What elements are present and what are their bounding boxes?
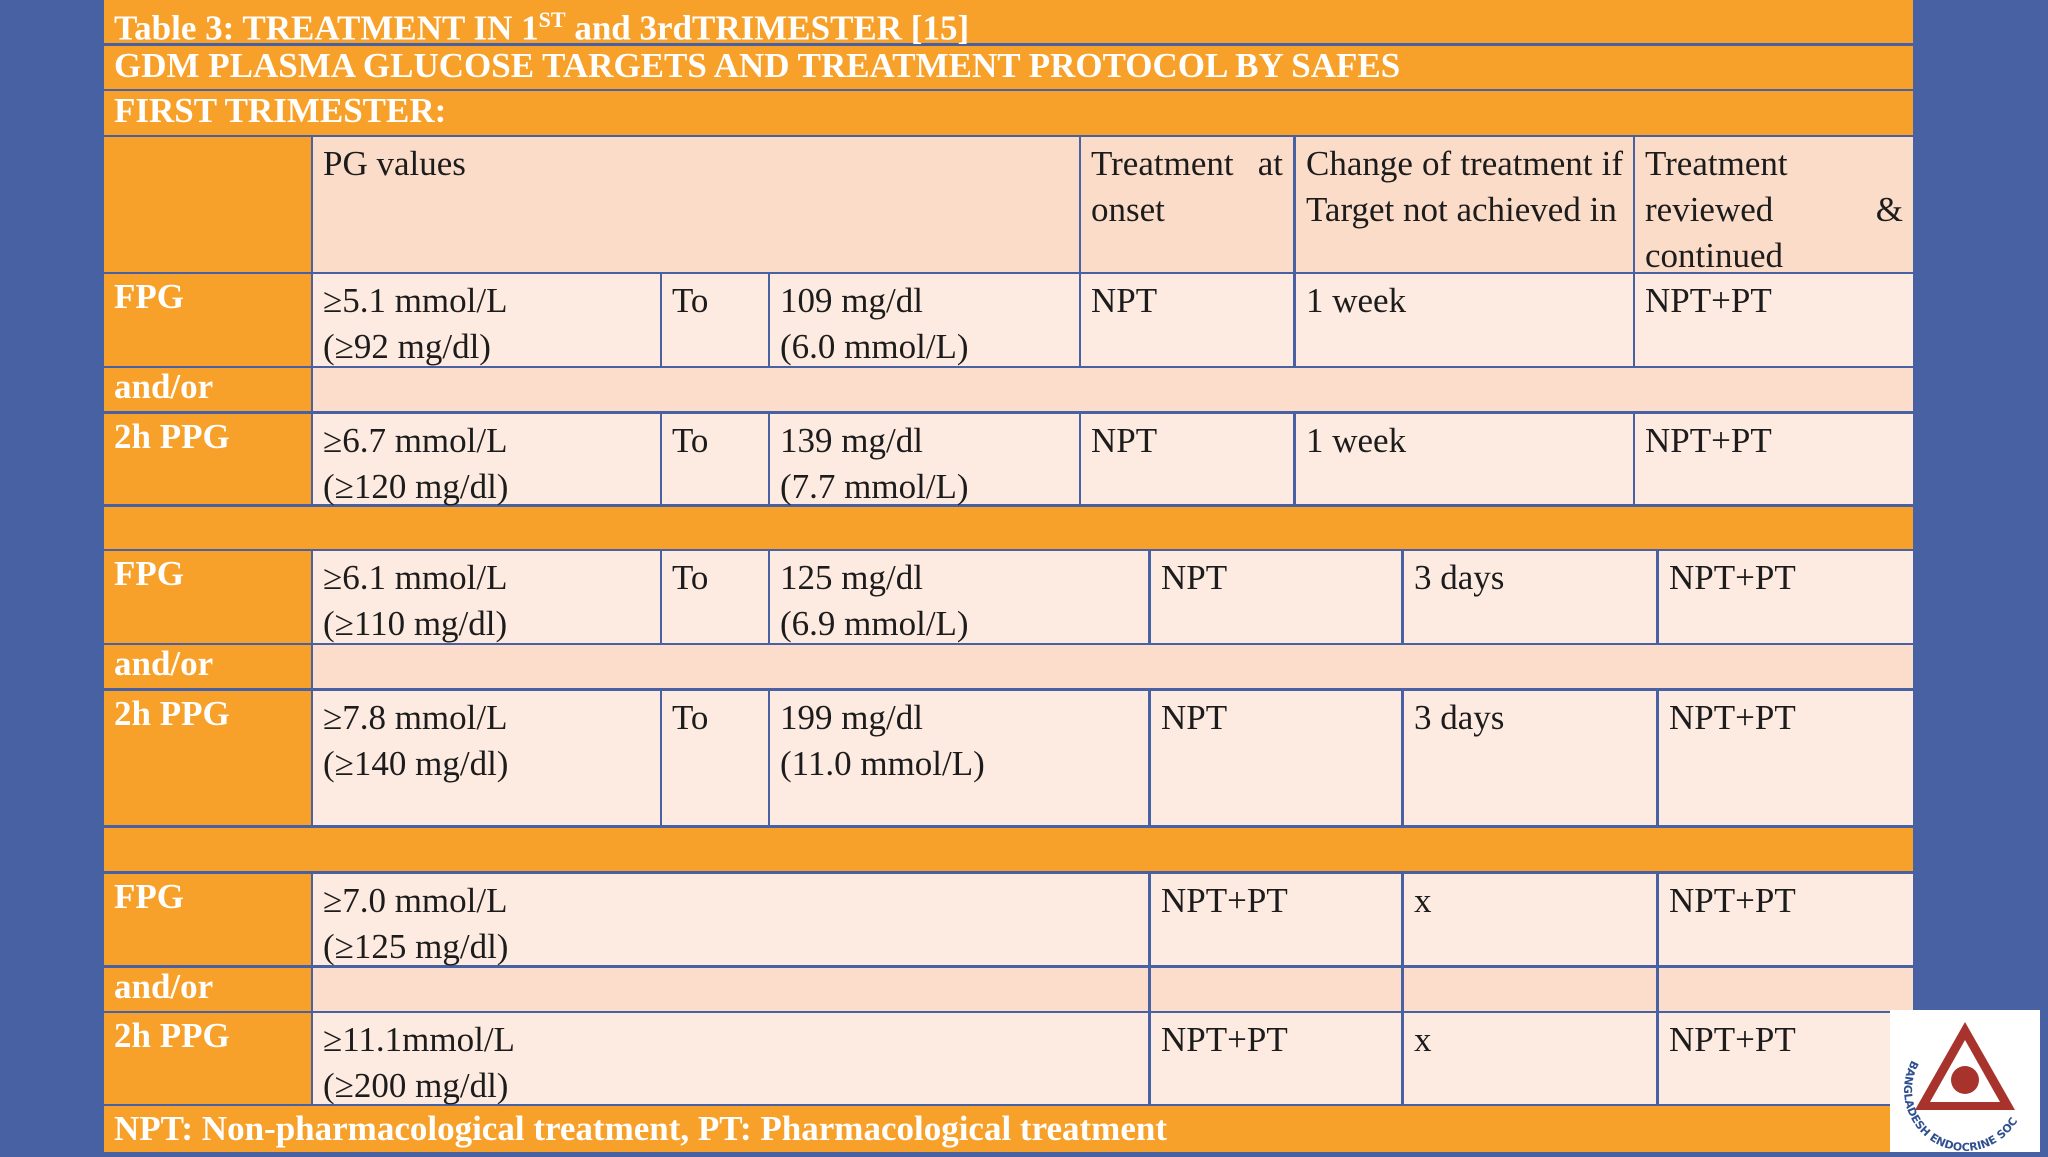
title: Table 3: TREATMENT IN 1ST and 3rdTRIMEST… [104,0,1913,48]
data-cell: ≥6.7 mmol/L (≥120 mg/dl) [313,414,660,506]
empty-cell [313,645,1913,688]
cell-line: (11.0 mmol/L) [780,744,985,783]
cell-line: (≥140 mg/dl) [323,744,509,783]
data-cell: 3 days [1404,691,1656,825]
header-cell: PG values [313,137,1079,272]
header-cell: Treatment at onset [1081,137,1293,272]
data-cell: NPT+PT [1635,414,1913,504]
data-cell: ≥11.1mmol/L (≥200 mg/dl) [313,1013,1148,1105]
title-text: Table 3: TREATMENT IN 1 [114,8,539,48]
footnote: NPT: Non-pharmacological treatment, PT: … [104,1106,1890,1152]
logo-graphic: BANGLADESH ENDOCRINE SOCIETY [1885,1000,2020,1154]
data-cell: NPT+PT [1659,551,1913,643]
title-text: and 3rdTRIMESTER [15] [565,8,970,48]
data-cell: To [662,551,768,643]
row-label: and/or [104,368,311,411]
row-label: 2h PPG [104,1013,311,1104]
data-cell: ≥6.1 mmol/L (≥110 mg/dl) [313,551,660,643]
data-cell: 199 mg/dl (11.0 mmol/L) [770,691,1148,825]
header-label-cell [104,137,311,272]
data-cell: x [1404,1013,1656,1104]
cell-line: ≥7.8 mmol/L [323,698,508,737]
data-cell: NPT+PT [1151,874,1401,965]
data-cell: To [662,274,768,366]
section: FIRST TRIMESTER: [104,91,1913,135]
data-cell: NPT [1151,551,1401,643]
data-cell: NPT [1081,414,1293,504]
cell-line: (≥125 mg/dl) [323,927,509,966]
data-cell: ≥7.0 mmol/L (≥125 mg/dl) [313,874,1148,966]
title-superscript: ST [538,7,566,32]
cell-line: 109 mg/dl [780,281,923,320]
separator [104,507,1913,549]
cell-line: ≥11.1mmol/L [323,1020,515,1059]
cell-line: (≥92 mg/dl) [323,327,491,366]
header-cell: Change of treatment if Target not achiev… [1296,137,1633,272]
data-cell: To [662,691,768,825]
data-cell: 139 mg/dl (7.7 mmol/L) [770,414,1079,506]
row-label: and/or [104,968,311,1011]
data-cell: 1 week [1296,274,1633,366]
cell-line: (≥110 mg/dl) [323,604,508,643]
data-cell: NPT+PT [1659,1013,1913,1104]
logo-gland [1951,1066,1979,1094]
cell-line: (7.7 mmol/L) [780,467,969,506]
cell-line: ≥7.0 mmol/L [323,881,508,920]
cell-line: ≥6.1 mmol/L [323,558,508,597]
empty-cell [1659,968,1913,1011]
separator [104,828,1913,871]
data-cell: NPT+PT [1659,691,1913,825]
row-label: FPG [104,874,311,965]
logo: BANGLADESH ENDOCRINE SOCIETY [1885,1000,2040,1154]
row-label: FPG [104,274,311,366]
row-label: FPG [104,551,311,643]
data-cell: 109 mg/dl (6.0 mmol/L) [770,274,1079,366]
cell-line: 125 mg/dl [780,558,923,597]
data-cell: NPT [1151,691,1401,825]
empty-cell [1404,968,1656,1011]
empty-cell [313,968,1148,1011]
data-cell: NPT+PT [1659,874,1913,965]
cell-line: (6.9 mmol/L) [780,604,969,643]
empty-cell [313,368,1913,411]
data-cell: 3 days [1404,551,1656,643]
cell-line: (6.0 mmol/L) [780,327,969,366]
cell-line: ≥5.1 mmol/L [323,281,508,320]
empty-cell [1151,968,1401,1011]
data-cell: 125 mg/dl (6.9 mmol/L) [770,551,1148,643]
cell-line: 199 mg/dl [780,698,923,737]
row-label: 2h PPG [104,691,311,825]
header-cell: Treatment reviewed & continued [1635,137,1913,275]
data-cell: 1 week [1296,414,1633,504]
data-cell: ≥5.1 mmol/L (≥92 mg/dl) [313,274,660,366]
data-cell: NPT+PT [1151,1013,1401,1104]
cell-line: (≥120 mg/dl) [323,467,509,506]
cell-line: 139 mg/dl [780,421,923,460]
data-cell: ≥7.8 mmol/L (≥140 mg/dl) [313,691,660,825]
data-cell: To [662,414,768,504]
data-cell: NPT+PT [1635,274,1913,366]
cell-line: (≥200 mg/dl) [323,1066,509,1105]
row-label: and/or [104,645,311,688]
data-cell: x [1404,874,1656,965]
cell-line: ≥6.7 mmol/L [323,421,508,460]
data-cell: NPT [1081,274,1293,366]
subtitle: GDM PLASMA GLUCOSE TARGETS AND TREATMENT… [104,46,1913,89]
row-label: 2h PPG [104,414,311,504]
